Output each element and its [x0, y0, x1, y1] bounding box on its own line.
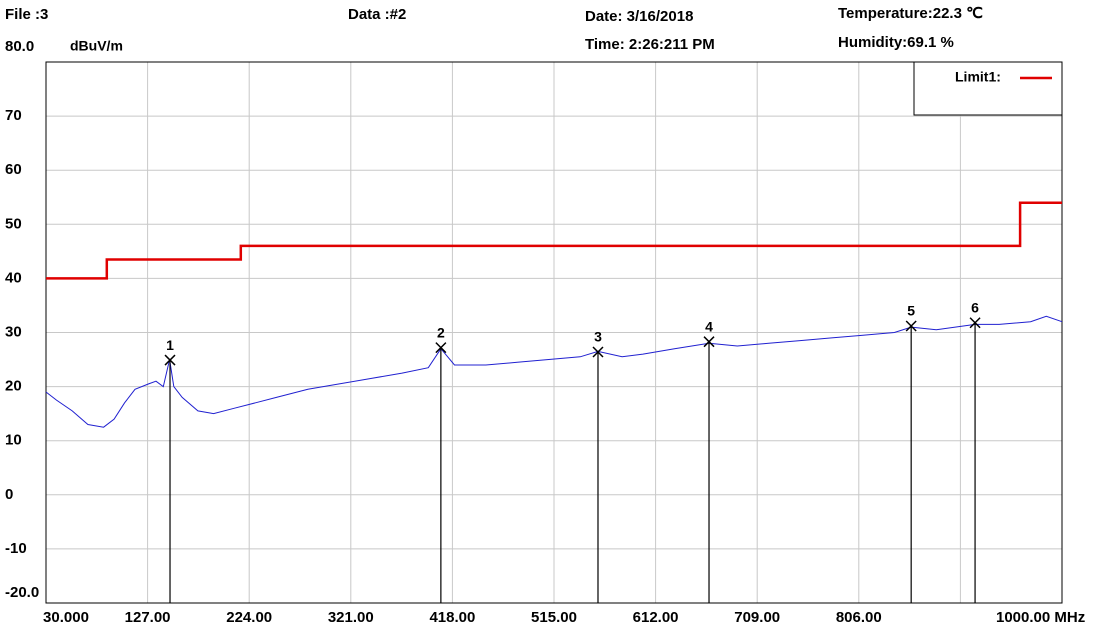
- legend-label: Limit1:: [955, 69, 1001, 85]
- x-tick-label: 612.00: [633, 609, 679, 626]
- y-tick-label: 20: [5, 378, 22, 395]
- marker-label: 5: [907, 303, 915, 319]
- x-tick-label: 515.00: [531, 609, 577, 626]
- temperature-label: Temperature:22.3 ℃: [838, 5, 983, 22]
- x-tick-label: 224.00: [226, 609, 272, 626]
- x-tick-label: 1000.00 MHz: [996, 609, 1085, 626]
- x-tick-label: 806.00: [836, 609, 882, 626]
- y-tick-label: 80.0: [5, 38, 34, 55]
- x-tick-label: 127.00: [125, 609, 171, 626]
- x-tick-label: 418.00: [429, 609, 475, 626]
- x-tick-label: 30.000: [43, 609, 89, 626]
- marker-x: [592, 346, 604, 358]
- plot-frame: [45, 61, 1063, 604]
- series-line: [45, 315, 1063, 428]
- y-tick-label: 30: [5, 323, 22, 340]
- time-label: Time: 2:26:211 PM: [585, 36, 715, 53]
- y-axis-label: dBuV/m: [70, 38, 123, 54]
- series-line: [46, 201, 1062, 280]
- humidity-label: Humidity:69.1 %: [838, 34, 954, 51]
- marker-x: [164, 354, 176, 366]
- marker-x: [969, 317, 981, 329]
- x-tick-label: 321.00: [328, 609, 374, 626]
- marker-x: [435, 342, 447, 354]
- legend-box: [913, 61, 1063, 116]
- date-label: Date: 3/16/2018: [585, 8, 693, 25]
- data-label: Data :#2: [348, 6, 406, 23]
- x-tick-label: 709.00: [734, 609, 780, 626]
- marker-label: 3: [594, 329, 602, 345]
- y-tick-label: 0: [5, 486, 13, 503]
- file-label: File :3: [5, 6, 48, 23]
- marker-label: 4: [705, 318, 713, 334]
- y-tick-label: -20.0: [5, 584, 39, 601]
- y-tick-label: 70: [5, 107, 22, 124]
- y-tick-label: 50: [5, 215, 22, 232]
- y-tick-label: -10: [5, 540, 27, 557]
- y-tick-label: 40: [5, 269, 22, 286]
- marker-x: [905, 320, 917, 332]
- y-tick-label: 60: [5, 161, 22, 178]
- marker-label: 6: [971, 299, 979, 315]
- marker-x: [703, 336, 715, 348]
- marker-label: 2: [437, 324, 445, 340]
- y-tick-label: 10: [5, 432, 22, 449]
- marker-label: 1: [166, 337, 174, 353]
